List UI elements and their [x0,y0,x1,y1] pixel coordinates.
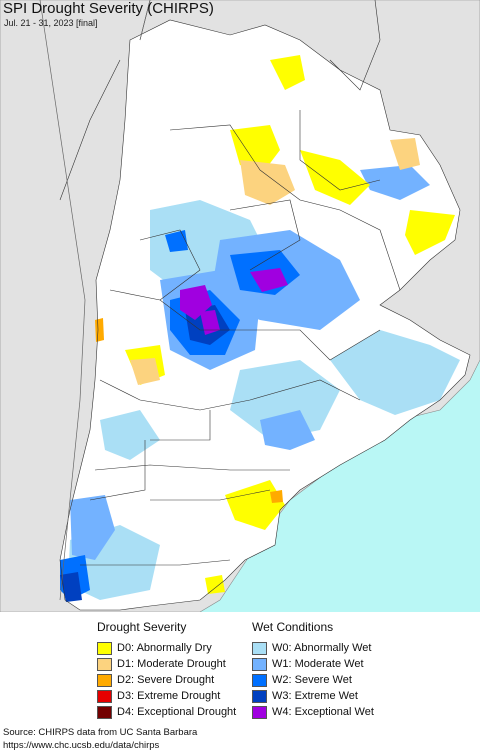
drought-legend-item: D3: Extreme Drought [97,689,220,703]
d0-patch [205,575,225,594]
w4-patch [250,268,288,292]
wet-legend-label: W4: Exceptional Wet [272,706,374,718]
drought-legend-label: D3: Extreme Drought [117,690,221,702]
map-legend: Drought Severity Wet Conditions D0: Abno… [0,612,480,724]
wet-legend-item: W0: Abnormally Wet [252,641,371,655]
w3-patch [60,572,82,602]
w1-patch [360,165,430,200]
drought-legend-item: D0: Abnormally Dry [97,641,212,655]
wet-legend-label: W0: Abnormally Wet [272,642,372,654]
wet-legend-item: W3: Extreme Wet [252,689,358,703]
source-url[interactable]: https://www.chc.ucsb.edu/data/chirps [3,740,160,751]
d2-patch [95,318,104,342]
d1-patch [240,160,295,205]
drought-swatch [97,657,112,671]
wet-swatch [252,673,267,687]
wet-legend-label: W3: Extreme Wet [272,690,358,702]
wet-swatch [252,641,267,655]
drought-legend-item: D4: Exceptional Drought [97,705,236,719]
wet-legend-item: W4: Exceptional Wet [252,705,374,719]
d0-patch [405,210,455,255]
drought-legend-label: D4: Exceptional Drought [117,706,237,718]
wet-legend-item: W2: Severe Wet [252,673,352,687]
drought-legend-item: D1: Moderate Drought [97,657,226,671]
d2-patch [270,490,283,503]
d0-patch [230,125,280,170]
wet-legend-heading: Wet Conditions [252,620,334,634]
source-credit: Source: CHIRPS data from UC Santa Barbar… [3,727,198,738]
admin-borders [59,0,471,611]
drought-map [0,0,480,612]
wet-legend-label: W2: Severe Wet [272,674,352,686]
condition-patches [60,55,460,602]
drought-legend-item: D2: Severe Drought [97,673,214,687]
w4-patch [200,310,220,335]
d0-patch [270,55,305,90]
d0-patch [225,480,285,530]
w1-patch [260,410,315,450]
drought-swatch [97,673,112,687]
w4-patch [180,285,212,320]
w0-patch [330,330,460,415]
drought-legend-heading: Drought Severity [97,620,187,634]
d1-patch [130,358,160,385]
drought-swatch [97,705,112,719]
d0-patch [300,150,370,205]
wet-legend-item: W1: Moderate Wet [252,657,364,671]
drought-legend-label: D2: Severe Drought [117,674,215,686]
drought-swatch [97,641,112,655]
d1-patch [390,138,420,170]
outside-borders [39,0,151,601]
w0-patch [230,360,340,440]
w2-patch [165,230,188,252]
date-subtitle: Jul. 21 - 31, 2023 [final] [4,18,98,28]
drought-legend-label: D1: Moderate Drought [117,658,226,670]
wet-swatch [252,705,267,719]
drought-swatch [97,689,112,703]
page-title: SPI Drought Severity (CHIRPS) [3,0,214,17]
drought-legend-label: D0: Abnormally Dry [117,642,212,654]
wet-swatch [252,689,267,703]
wet-legend-label: W1: Moderate Wet [272,658,364,670]
wet-swatch [252,657,267,671]
map-svg [0,0,480,612]
w1-patch [70,495,115,560]
